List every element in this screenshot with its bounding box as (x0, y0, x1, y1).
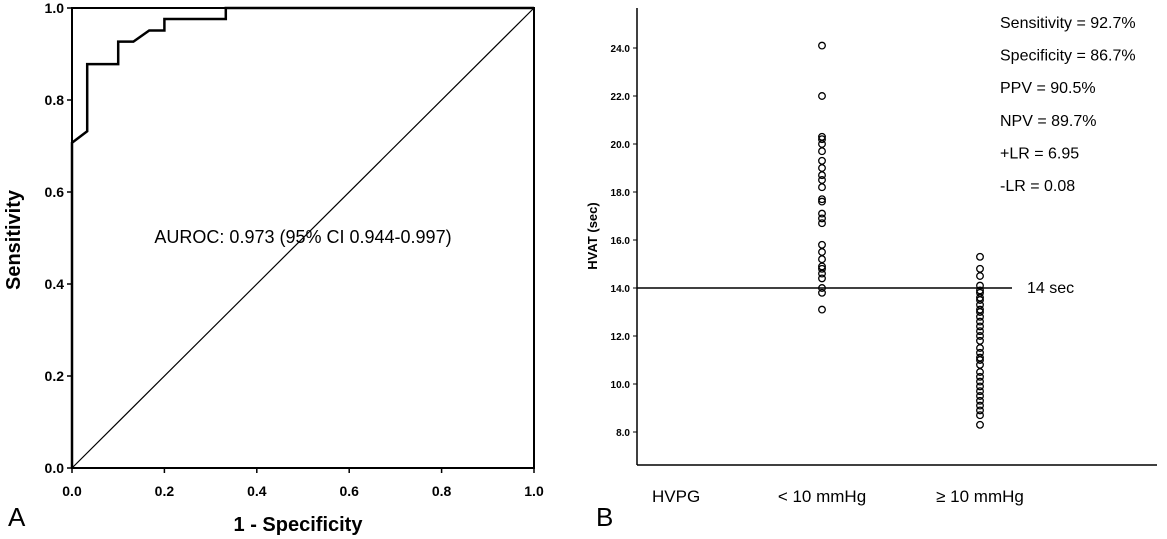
x-tick-label: 0.6 (339, 483, 359, 499)
stat-line: Specificity = 86.7% (1000, 48, 1136, 65)
panel-a-curves (70, 6, 535, 469)
panel-b-x-axis-title: HVPG (652, 487, 700, 506)
data-point (976, 377, 984, 386)
data-point (976, 392, 984, 400)
data-point (976, 360, 984, 369)
data-point (976, 411, 984, 420)
data-point (976, 296, 984, 304)
panel-b-points (818, 41, 984, 429)
data-point (818, 274, 826, 283)
y-tick-label: 18.0 (611, 188, 631, 199)
x-tick-label: 0.8 (432, 483, 452, 499)
panel-a-y-axis-title: Sensitivity (3, 189, 25, 290)
y-tick-label: 8.0 (616, 428, 630, 439)
data-point (818, 214, 826, 223)
data-point (818, 269, 826, 278)
data-point (976, 252, 984, 261)
y-tick-label: 22.0 (611, 92, 631, 103)
data-point (818, 195, 826, 204)
panel-a-x-axis-title: 1 - Specificity (234, 514, 364, 536)
y-tick-label: 0.0 (45, 460, 65, 476)
data-point (818, 264, 826, 273)
panel-b-category-label-lt10: < 10 mmHg (778, 487, 866, 506)
panel-b-y-ticks: 8.0 10.0 12.0 14.0 16.0 18.0 20.0 22.0 24.0 (611, 44, 637, 439)
y-tick-label: 16.0 (611, 236, 631, 247)
data-point (976, 264, 984, 273)
data-point (976, 356, 984, 364)
data-point (976, 372, 984, 381)
panel-a-roc-chart: 0.0 0.2 0.4 0.6 0.8 1.0 0.0 0.2 0.4 0.6 0.8 1.0 AU… (3, 0, 544, 536)
data-point (818, 135, 826, 144)
data-point (818, 140, 826, 148)
stat-line: -LR = 0.08 (1000, 178, 1075, 195)
data-point (818, 219, 826, 228)
panel-b-stats: Sensitivity = 92.7% Specificity = 86.7% PP… (1000, 15, 1136, 195)
data-point (818, 305, 826, 314)
data-point (976, 401, 984, 410)
data-point (976, 420, 984, 429)
data-point (976, 396, 984, 405)
panel-b-letter: B (596, 502, 613, 532)
data-point (976, 344, 984, 352)
data-point (976, 368, 984, 376)
stat-line: +LR = 6.95 (1000, 145, 1079, 162)
y-tick-label: 0.6 (45, 184, 65, 200)
y-tick-label: 14.0 (611, 284, 631, 295)
panel-a-x-ticks: 0.0 0.2 0.4 0.6 0.8 1.0 (62, 468, 544, 499)
y-tick-label: 24.0 (611, 44, 631, 55)
data-point (818, 171, 826, 180)
data-point (976, 406, 984, 415)
y-tick-label: 0.8 (45, 92, 65, 108)
data-point (818, 92, 826, 100)
y-tick-label: 1.0 (45, 0, 65, 16)
data-point (976, 332, 984, 340)
data-point (976, 308, 984, 316)
y-tick-label: 20.0 (611, 140, 631, 151)
panel-b-category-label-ge10: ≥ 10 mmHg (936, 487, 1024, 506)
data-point (818, 197, 826, 206)
x-tick-label: 0.2 (155, 483, 175, 499)
data-point (818, 176, 826, 184)
data-point (818, 164, 826, 172)
roc-curve (70, 6, 534, 468)
data-point (818, 284, 826, 292)
panel-b-cutoff-label: 14 sec (1027, 280, 1074, 297)
data-point (976, 272, 984, 280)
panel-a-annotation: AUROC: 0.973 (95% CI 0.944-0.997) (154, 227, 451, 247)
data-point (818, 209, 826, 218)
data-point (818, 156, 826, 165)
y-tick-label: 0.4 (45, 276, 65, 292)
y-tick-label: 10.0 (611, 380, 631, 391)
data-point (818, 147, 826, 156)
reference-diagonal-line (71, 7, 535, 469)
data-point (818, 240, 826, 249)
panel-b-scatter-chart: 14 sec 8.0 10.0 12.0 14.0 16.0 18.0 20.0 22.0 24… (585, 8, 1157, 532)
data-point (976, 322, 984, 331)
y-tick-label: 0.2 (45, 368, 65, 384)
stat-line: Sensitivity = 92.7% (1000, 15, 1136, 32)
x-tick-label: 0.4 (247, 483, 267, 499)
data-point (976, 312, 984, 321)
panel-b-y-axis-title: HVAT (sec) (585, 202, 600, 269)
stat-line: NPV = 89.7% (1000, 113, 1097, 130)
panel-a-y-ticks: 0.0 0.2 0.4 0.6 0.8 1.0 (45, 0, 72, 476)
x-tick-label: 1.0 (524, 483, 544, 499)
data-point (818, 183, 826, 192)
data-point (976, 327, 984, 336)
x-tick-label: 0.0 (62, 483, 82, 499)
data-point (976, 336, 984, 345)
data-point (976, 317, 984, 326)
data-point (818, 288, 826, 297)
data-point (818, 248, 826, 256)
data-point (818, 255, 826, 264)
data-point (976, 382, 984, 391)
data-point (976, 387, 984, 396)
y-tick-label: 12.0 (611, 332, 631, 343)
data-point (818, 41, 826, 50)
panel-a-letter: A (8, 502, 26, 532)
stat-line: PPV = 90.5% (1000, 80, 1096, 97)
